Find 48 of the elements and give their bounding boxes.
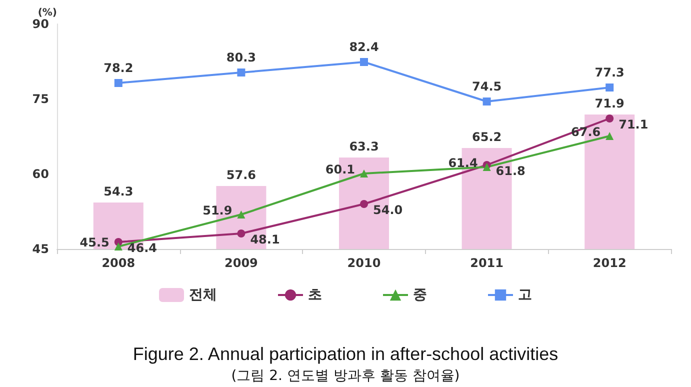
point — [114, 242, 122, 250]
point — [237, 210, 246, 218]
x-tick-label: 2010 — [347, 256, 381, 270]
data-label: 78.2 — [104, 61, 134, 75]
point — [360, 200, 368, 208]
data-label: 54.0 — [373, 203, 403, 217]
data-label: 67.6 — [570, 125, 601, 139]
data-label: 71.9 — [594, 96, 624, 110]
text: (그림 2. 연도별 방과후 활동 참여율) — [231, 368, 460, 384]
point — [360, 58, 368, 66]
point — [360, 170, 368, 178]
data-label: 48.1 — [250, 232, 280, 246]
data-label: 61.8 — [496, 164, 526, 178]
data-label: 71.1 — [618, 118, 648, 132]
data-label: 65.2 — [472, 130, 502, 144]
data-label: 46.4 — [127, 241, 158, 255]
point — [237, 68, 246, 76]
legend-label: 전체 — [189, 287, 217, 303]
y-tick-label: 75 — [32, 92, 49, 106]
y-axis-title: (%) — [38, 8, 57, 19]
x-tick-label: 2012 — [592, 256, 626, 270]
legend-label: 초 — [308, 287, 322, 303]
point — [606, 132, 614, 140]
data-label: 77.3 — [594, 66, 624, 80]
data-label: 51.9 — [202, 204, 232, 218]
point — [606, 114, 614, 122]
data-label: 63.3 — [349, 140, 379, 154]
legend-label: 고 — [518, 287, 532, 303]
data-label: 74.5 — [472, 80, 502, 94]
data-label: 45.5 — [80, 236, 110, 250]
y-tick-label: 60 — [32, 167, 49, 181]
data-label: 82.4 — [349, 40, 379, 54]
data-label: 80.3 — [226, 50, 256, 64]
x-tick-label: 2008 — [102, 256, 136, 270]
x-tick-label: 2011 — [470, 256, 504, 270]
data-label: 60.1 — [325, 162, 355, 176]
data-label: 54.3 — [104, 184, 134, 198]
point — [114, 79, 122, 87]
y-tick-label: 45 — [32, 242, 49, 256]
point — [482, 98, 491, 106]
legend-label: 중 — [413, 287, 427, 303]
point — [606, 84, 614, 92]
data-label: 61.4 — [448, 156, 478, 170]
data-label: 57.6 — [226, 168, 256, 182]
x-tick-label: 2009 — [224, 256, 258, 270]
y-tick-label: 90 — [32, 17, 49, 31]
point — [237, 230, 246, 238]
text: Figure 2. Annual participation in after-school activities — [132, 344, 558, 364]
